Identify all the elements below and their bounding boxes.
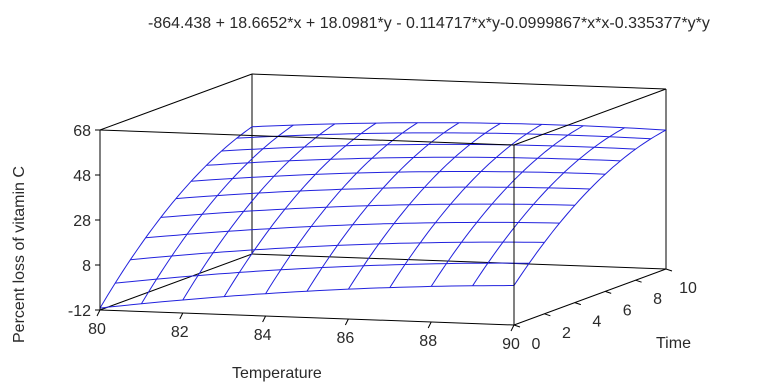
y-tick-label: 6 xyxy=(623,302,632,319)
x-tick-mark xyxy=(96,309,101,317)
y-tick-label: 0 xyxy=(532,336,541,353)
back-box xyxy=(99,73,667,311)
y-axis-label: Time xyxy=(656,335,691,352)
surface-line-const-time xyxy=(251,122,667,131)
y-tick-mark xyxy=(665,268,673,272)
x-tick-mark xyxy=(344,318,349,326)
y-tick-label: 4 xyxy=(592,314,601,331)
box-edge xyxy=(99,129,515,146)
chart-title: -864.438 + 18.6652*x + 18.0981*y - 0.114… xyxy=(148,15,710,32)
x-tick-label: 84 xyxy=(254,327,272,344)
y-tick-label: 2 xyxy=(562,325,571,342)
surface-line-const-temperature xyxy=(99,126,253,309)
x-tick-mark xyxy=(179,312,184,320)
y-tick-label: 8 xyxy=(653,291,662,308)
x-tick-label: 88 xyxy=(419,333,437,350)
z-tick-label: 8 xyxy=(82,258,91,275)
surface-line-const-time xyxy=(130,241,545,261)
surface-mesh xyxy=(99,122,667,309)
x-tick-label: 80 xyxy=(88,321,106,338)
box-edge xyxy=(99,253,253,311)
y-tick-label: 10 xyxy=(679,280,697,297)
surface-line-const-time xyxy=(221,143,636,152)
x-tick-mark xyxy=(262,315,267,323)
surface-line-const-time xyxy=(145,221,560,239)
x-tick-mark xyxy=(510,324,515,332)
surface-line-const-temperature xyxy=(265,122,418,294)
surface-line-const-time xyxy=(175,186,591,200)
x-tick-label: 86 xyxy=(337,330,355,347)
surface-line-const-temperature xyxy=(182,123,336,301)
surface-line-const-temperature xyxy=(513,129,667,286)
y-tick-mark xyxy=(513,324,521,328)
surface-line-const-time xyxy=(99,285,515,309)
box-edge xyxy=(251,253,667,270)
y-tick-mark xyxy=(574,302,581,306)
x-axis-label: Temperature xyxy=(232,365,322,382)
y-tick-mark xyxy=(635,279,642,283)
z-tick-label: -12 xyxy=(68,303,91,320)
x-tick-label: 90 xyxy=(502,336,520,353)
z-axis-label: Percent loss of vitamin C xyxy=(11,166,28,343)
box-edge xyxy=(251,73,667,90)
surface-line-const-time xyxy=(115,262,530,284)
y-tick-mark xyxy=(544,313,551,317)
z-tick-label: 28 xyxy=(73,213,91,230)
front-box xyxy=(99,88,667,326)
box-edge xyxy=(513,88,667,146)
z-tick-label: 68 xyxy=(73,123,91,140)
box-edge xyxy=(99,309,515,326)
surface-line-const-time xyxy=(206,156,621,166)
y-tick-mark xyxy=(605,290,612,294)
x-tick-mark xyxy=(427,321,432,329)
z-tick-label: 48 xyxy=(73,168,91,185)
surface-line-const-time xyxy=(191,171,606,182)
surface-line-const-temperature xyxy=(430,125,584,287)
surface-line-const-time xyxy=(236,132,651,140)
surface-line-const-time xyxy=(160,203,575,218)
surface-line-const-temperature xyxy=(140,124,294,305)
box-edge xyxy=(99,73,253,131)
x-tick-label: 82 xyxy=(171,324,189,341)
surface-line-const-temperature xyxy=(472,127,625,287)
box-edge xyxy=(513,268,667,326)
